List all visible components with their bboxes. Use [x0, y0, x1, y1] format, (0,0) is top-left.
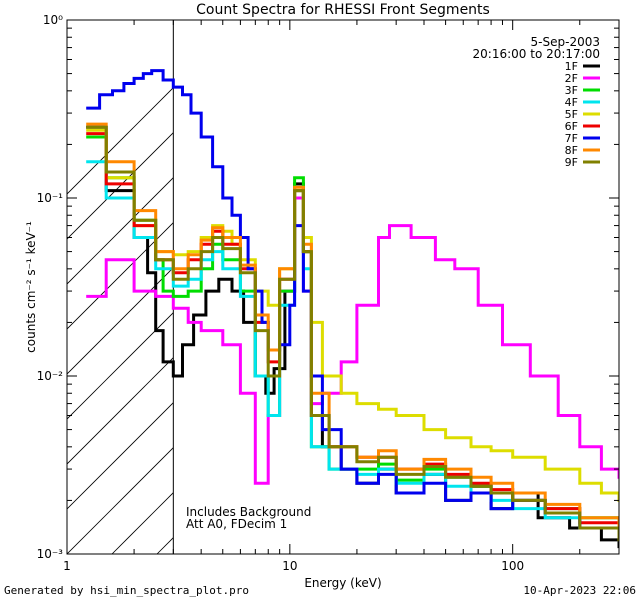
x-axis-label: Energy (keV) [304, 576, 381, 590]
hatch-lines [67, 87, 174, 554]
date-label: 5-Sep-2003 [531, 35, 600, 49]
series-line-4F [86, 160, 619, 542]
legend-label-1F: 1F [565, 60, 578, 73]
x-tick-label: 100 [501, 559, 524, 573]
y-axis-label: counts cm⁻² s⁻¹ keV⁻¹ [24, 221, 38, 353]
annotation-background: Includes Background [186, 505, 311, 519]
legend-label-3F: 3F [565, 84, 578, 97]
series-lines [86, 69, 619, 549]
series-line-2F [86, 196, 619, 485]
y-tick-label: 10⁻¹ [37, 191, 64, 205]
legend-label-7F: 7F [565, 132, 578, 145]
series-line-6F [86, 132, 619, 536]
x-tick-label: 1 [63, 559, 71, 573]
y-tick-label: 10⁻³ [37, 547, 64, 561]
background-hatched-region [67, 20, 174, 554]
series-line-3F [86, 135, 619, 536]
legend-label-8F: 8F [565, 144, 578, 157]
axis-ticks [66, 19, 620, 555]
time-range-label: 20:16:00 to 20:17:00 [473, 47, 600, 61]
y-tick-label: 10⁻² [37, 369, 64, 383]
legend-label-6F: 6F [565, 120, 578, 133]
series-line-5F [86, 128, 619, 502]
legend-label-2F: 2F [565, 72, 578, 85]
series-line-8F [86, 122, 619, 536]
legend-label-5F: 5F [565, 108, 578, 121]
axis-tick-labels: 1 10 100 10⁰ 10⁻¹ 10⁻² 10⁻³ [37, 13, 525, 573]
annotation-attenuator: Att A0, FDecim 1 [186, 517, 287, 531]
footer-timestamp: 10-Apr-2023 22:06 [523, 584, 636, 597]
series-line-7F [86, 69, 619, 542]
series-line-1F [86, 125, 619, 549]
y-tick-label: 10⁰ [43, 13, 63, 27]
legend-label-9F: 9F [565, 156, 578, 169]
legend-label-4F: 4F [565, 96, 578, 109]
plot-frame [66, 19, 620, 555]
chart-title: Count Spectra for RHESSI Front Segments [196, 2, 490, 18]
series-line-9F [86, 125, 619, 542]
footer-generator: Generated by hsi_min_spectra_plot.pro [4, 584, 250, 597]
x-tick-label: 10 [282, 559, 297, 573]
